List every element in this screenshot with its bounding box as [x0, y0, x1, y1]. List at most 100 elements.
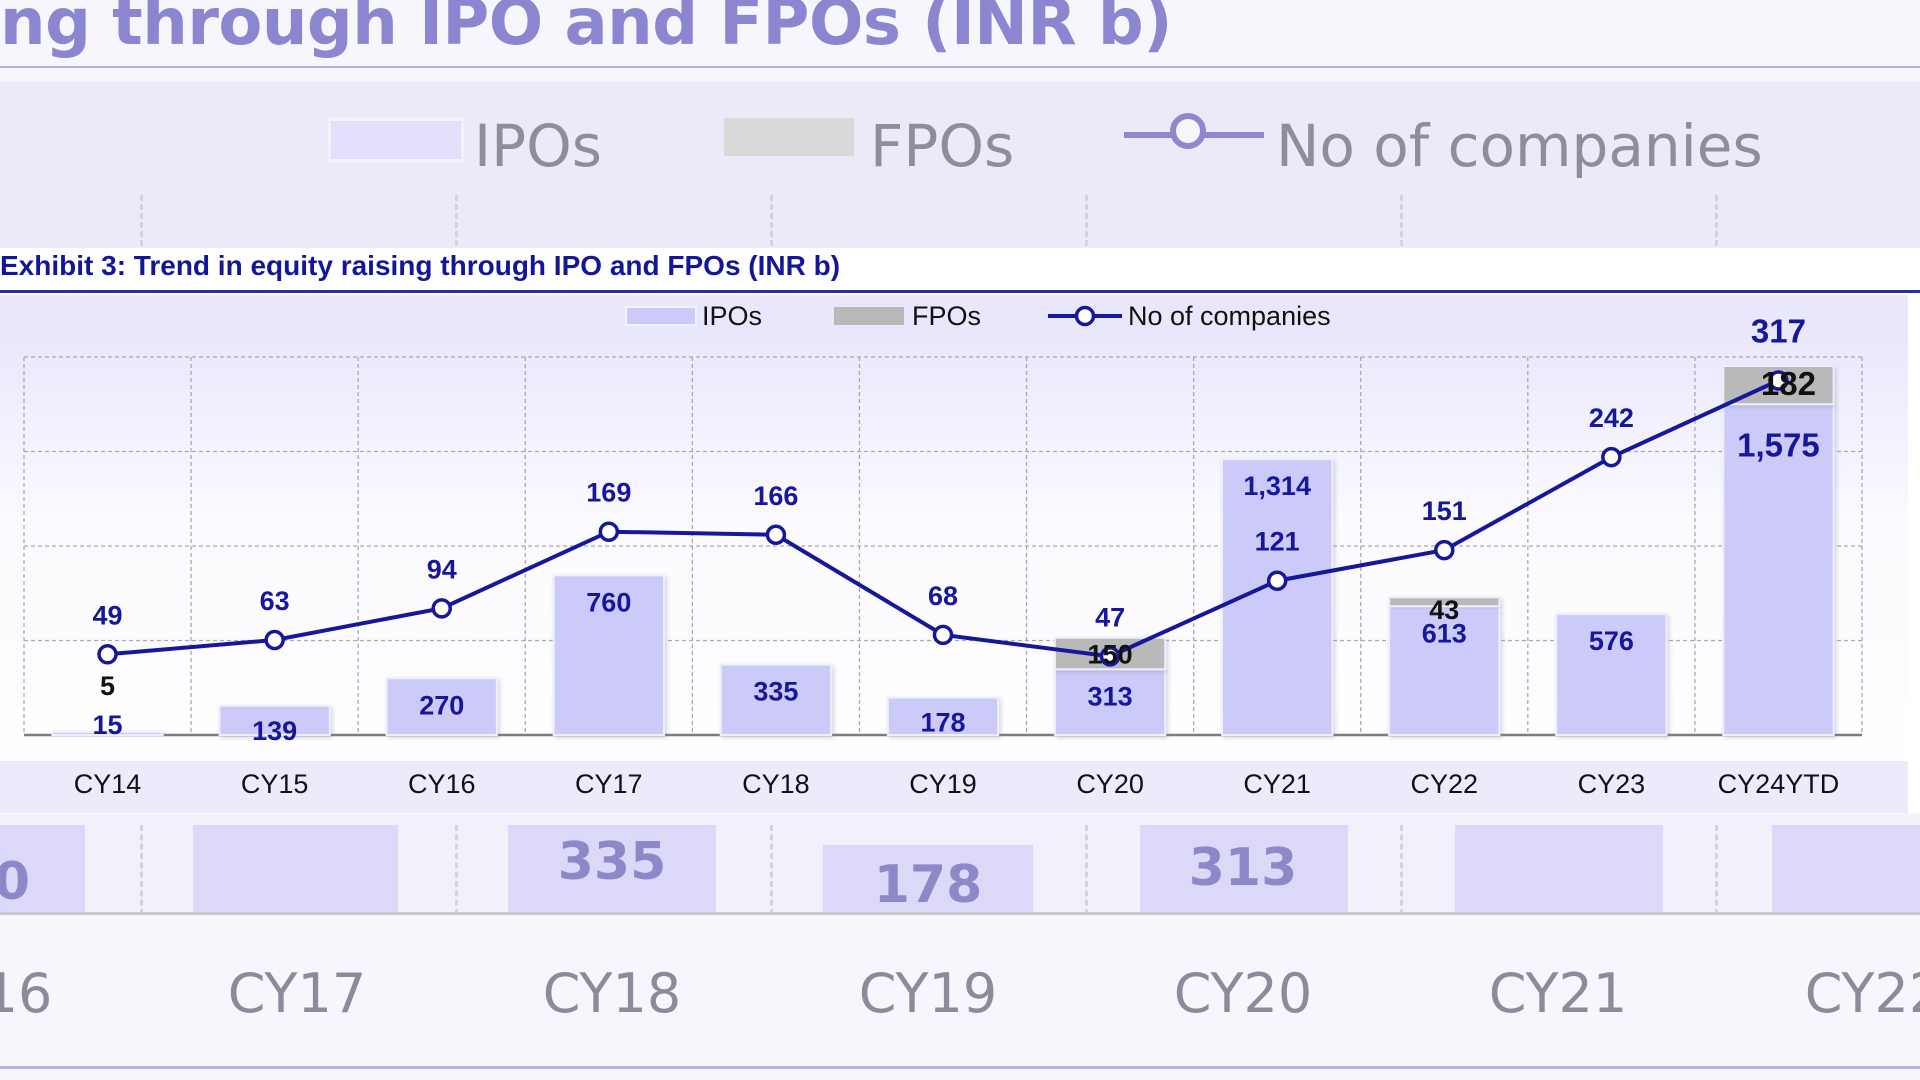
companies-point: [264, 629, 285, 651]
background-bottom-rule: [0, 1066, 1920, 1069]
category-label: CY23: [1578, 769, 1646, 799]
background-grid-line: [455, 825, 458, 915]
companies-point: [1099, 646, 1121, 667]
companies-value-label: 242: [1589, 403, 1634, 433]
companies-point: [1601, 446, 1622, 468]
background-bar: [508, 825, 716, 913]
background-bar: [1455, 825, 1663, 913]
legend-companies-label: No of companies: [1128, 301, 1331, 331]
ipo-value-label: 270: [419, 690, 464, 720]
category-label: CY24YTD: [1718, 769, 1840, 799]
background-bar-label: 178: [873, 855, 983, 915]
category-label: CY18: [742, 769, 810, 799]
exhibit-card: Exhibit 3: Trend in equity raising throu…: [0, 248, 1920, 819]
background-bar-label: 335: [557, 832, 667, 892]
ipo-bar: [1555, 613, 1668, 737]
background-category-label: CY20: [1173, 962, 1313, 1025]
exhibit-title: Exhibit 3: Trend in equity raising throu…: [0, 250, 841, 281]
companies-value-label: 317: [1751, 312, 1806, 349]
companies-point: [598, 521, 620, 542]
background-grid-line: [1715, 195, 1718, 255]
ipo-value-label: 15: [93, 710, 123, 740]
fpo-bar: [1388, 596, 1501, 608]
companies-value-label: 94: [427, 554, 457, 584]
companies-value-label: 47: [1095, 602, 1125, 632]
background-grid-line: [455, 195, 458, 255]
companies-point: [1434, 539, 1455, 561]
background-grid-line: [1715, 825, 1718, 915]
category-label: CY15: [241, 769, 309, 799]
background-legend-ipo: IPOs: [474, 112, 602, 180]
ipo-bar: [1053, 668, 1167, 736]
legend-circle-icon: [1074, 305, 1096, 327]
ipo-bar: [1388, 605, 1501, 736]
background-grid-line: [1400, 195, 1403, 255]
companies-value-label: 151: [1422, 496, 1467, 526]
ipo-value-label: 178: [920, 708, 965, 738]
category-label: CY16: [408, 769, 476, 799]
companies-point: [431, 598, 452, 619]
background-title: ng through IPO and FPOs (INR b): [0, 0, 1172, 60]
background-category-label: CY17: [227, 962, 367, 1025]
ipo-bar: [385, 677, 498, 736]
background-bar: [193, 825, 398, 913]
exhibit-title-rule: [0, 290, 1920, 293]
ipo-value-label: 139: [252, 716, 297, 746]
background-grid-line: [1085, 195, 1088, 255]
companies-value-label: 63: [260, 586, 290, 616]
chart-container: 15 5 139 270 760 335 178 313 150 1,314 613 43 576 1,5…: [0, 295, 1920, 819]
legend-band: [0, 295, 1908, 335]
background-category-label: CY19: [858, 962, 998, 1025]
background-bar: [823, 845, 1033, 913]
background-grid-line: [140, 825, 143, 915]
background-category-label: CY22: [1804, 962, 1920, 1025]
fpo-value-label: 5: [100, 671, 115, 701]
background-legend-companies: No of companies: [1276, 112, 1763, 180]
background-category-label: 16: [0, 962, 53, 1025]
background-bar: [0, 825, 85, 913]
legend-fpo-swatch: [834, 307, 904, 325]
background-bar-label: 313: [1188, 838, 1298, 898]
background-line-circle-icon: [1170, 113, 1206, 149]
background-grid-line: [1400, 825, 1403, 915]
background-fpo-swatch: [724, 118, 854, 156]
category-label: CY17: [575, 769, 643, 799]
ipo-value-label: 335: [753, 677, 798, 707]
background-title-rule: [0, 66, 1920, 68]
background-ipo-swatch: [328, 118, 464, 162]
category-label: CY14: [74, 769, 142, 799]
background-grid-line: [770, 825, 773, 915]
background-legend-band: [0, 82, 1920, 254]
background-category-label: CY21: [1488, 962, 1628, 1025]
background-bar: [1772, 825, 1920, 913]
ipo-bar: [218, 704, 331, 736]
background-grid-line: [770, 195, 773, 255]
ipo-value-label: 576: [1589, 626, 1634, 656]
background-grid-line: [1085, 825, 1088, 915]
ipo-value-label: 1,314: [1243, 471, 1311, 501]
legend-ipo-swatch: [625, 306, 697, 326]
fpo-value-label: 150: [1088, 640, 1133, 670]
fpo-value-label: 182: [1761, 365, 1816, 402]
companies-point: [1768, 370, 1789, 391]
background-category-label: CY18: [542, 962, 682, 1025]
legend-fpo-label: FPOs: [912, 301, 981, 331]
ipo-bar: [719, 663, 833, 736]
companies-value-label: 68: [928, 581, 958, 611]
fpo-value-label: 43: [1429, 595, 1459, 625]
companies-point: [932, 624, 954, 646]
ipo-value-label: 760: [586, 587, 631, 617]
fpo-bar: [51, 729, 164, 733]
background-bar-label: 0: [0, 852, 31, 912]
background-legend-fpo: FPOs: [870, 112, 1015, 180]
legend-ipo-label: IPOs: [702, 301, 762, 331]
companies-value-label: 169: [586, 478, 631, 508]
companies-value-label: 49: [93, 600, 123, 630]
companies-point: [97, 644, 118, 665]
background-bar: [1140, 825, 1348, 913]
ipo-value-label: 1,575: [1737, 426, 1820, 463]
companies-point: [1266, 570, 1288, 591]
companies-value-label: 166: [753, 481, 798, 511]
ipo-value-label: 313: [1088, 681, 1133, 711]
